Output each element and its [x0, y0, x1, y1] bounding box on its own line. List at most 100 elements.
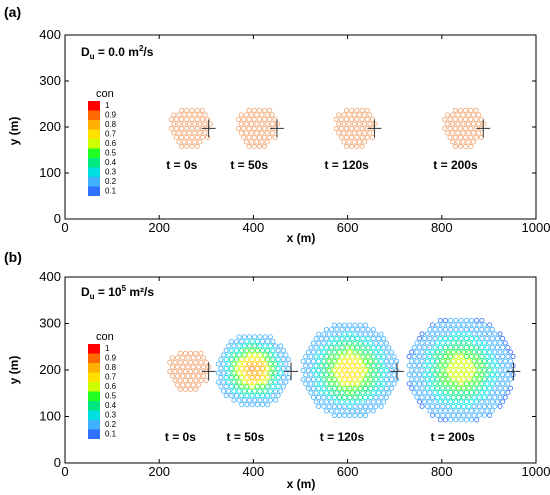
particle-point [467, 323, 471, 327]
particle-point [488, 395, 492, 399]
time-label: t = 200s [433, 158, 478, 172]
particle-point [240, 394, 244, 398]
particle-point [480, 409, 484, 413]
particle-point [190, 126, 194, 130]
particle-point [374, 359, 378, 363]
particle-point [191, 356, 195, 360]
particle-point [485, 336, 489, 340]
particle-point [495, 363, 499, 367]
particle-point [260, 366, 264, 370]
particle-point [382, 364, 386, 368]
particle-point [482, 359, 486, 363]
particle-point [472, 332, 476, 336]
particle-point [221, 353, 225, 357]
snapshot-3: t = 200s [433, 108, 490, 172]
particle-point [352, 113, 356, 117]
particle-point [304, 364, 308, 368]
particle-point [237, 389, 241, 393]
particle-point [284, 380, 288, 384]
particle-point [490, 400, 494, 404]
x-tick-label: 600 [337, 464, 359, 479]
particle-point [472, 350, 476, 354]
particle-point [498, 377, 502, 381]
particle-point [203, 113, 207, 117]
particle-point [357, 122, 361, 126]
particle-point [273, 398, 277, 402]
particle-point [451, 377, 455, 381]
particle-point [198, 131, 202, 135]
particle-point [227, 380, 231, 384]
particle-point [454, 318, 458, 322]
particle-point [453, 126, 457, 130]
particle-point [387, 373, 391, 377]
particle-point [464, 400, 468, 404]
particle-point [446, 404, 450, 408]
particle-point [252, 126, 256, 130]
particle-point [472, 368, 476, 372]
particle-point [464, 354, 468, 358]
particle-point [181, 365, 185, 369]
particle-point [337, 395, 341, 399]
particle-point [263, 389, 267, 393]
particle-point [498, 368, 502, 372]
particle-point [475, 345, 479, 349]
particle-point [373, 122, 377, 126]
particle-point [356, 373, 360, 377]
particle-point [467, 413, 471, 417]
particle-point [469, 345, 473, 349]
particle-point [234, 348, 238, 352]
particle-point [449, 382, 453, 386]
particle-point [178, 351, 182, 355]
particle-point [271, 348, 275, 352]
particle-point [506, 345, 510, 349]
particle-point [433, 409, 437, 413]
particle-point [490, 382, 494, 386]
particle-point [337, 359, 341, 363]
particle-point [250, 357, 254, 361]
particle-point [361, 373, 365, 377]
particle-point [384, 350, 388, 354]
particle-point [458, 126, 462, 130]
particle-point [186, 356, 190, 360]
particle-point [344, 117, 348, 121]
particle-point [443, 327, 447, 331]
particle-point [456, 404, 460, 408]
particle-point [488, 386, 492, 390]
particle-point [430, 395, 434, 399]
particle-point [236, 117, 240, 121]
particle-point [410, 359, 414, 363]
particle-point [268, 117, 272, 121]
particle-point [279, 353, 283, 357]
particle-point [384, 386, 388, 390]
particle-point [337, 113, 341, 117]
particle-point [271, 385, 275, 389]
particle-point [446, 350, 450, 354]
particle-point [384, 359, 388, 363]
colorbar-segment [88, 158, 100, 168]
particle-point [361, 391, 365, 395]
particle-point [477, 413, 481, 417]
particle-point [451, 386, 455, 390]
particle-point [466, 131, 470, 135]
particle-point [369, 404, 373, 408]
particle-point [451, 323, 455, 327]
particle-point [224, 348, 228, 352]
particle-point [332, 413, 336, 417]
particle-point [234, 339, 238, 343]
particle-point [343, 377, 347, 381]
particle-point [369, 332, 373, 336]
particle-point [454, 363, 458, 367]
particle-point [196, 374, 200, 378]
particle-point [466, 122, 470, 126]
particle-point [433, 363, 437, 367]
particle-point [340, 355, 344, 359]
particle-point [498, 359, 502, 363]
particle-point [451, 131, 455, 135]
particle-point [332, 368, 336, 372]
particle-point [415, 386, 419, 390]
particle-point [461, 140, 465, 144]
particle-point [342, 122, 346, 126]
particle-point [454, 345, 458, 349]
particle-point [219, 366, 223, 370]
particle-point [173, 360, 177, 364]
